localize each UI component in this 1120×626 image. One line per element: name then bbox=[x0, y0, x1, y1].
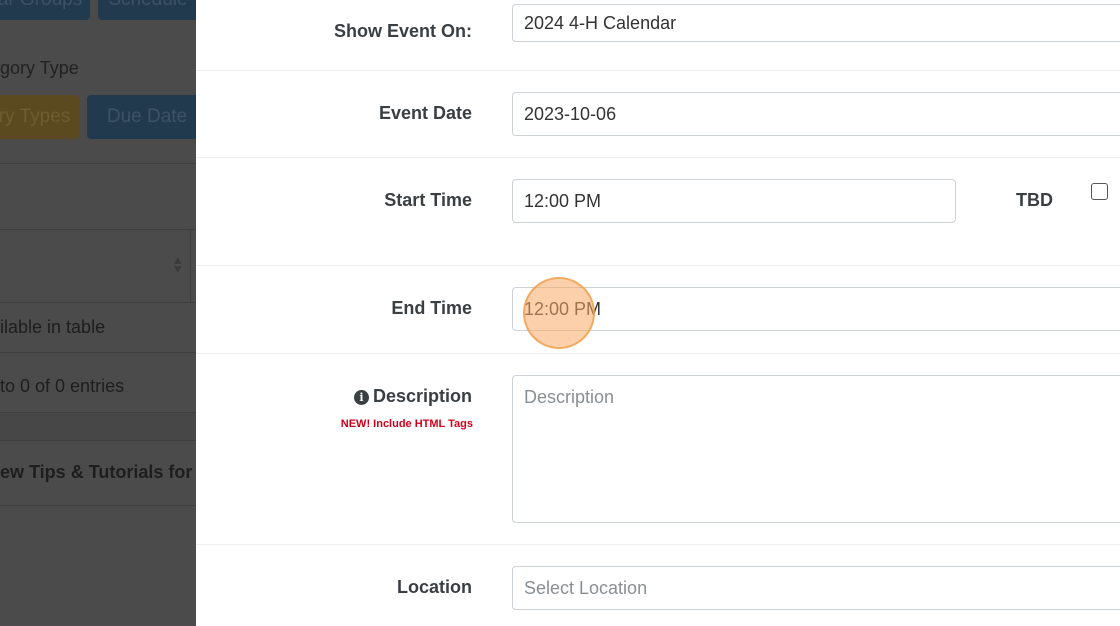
html-tags-note: NEW! Include HTML Tags bbox=[340, 418, 473, 430]
entries-info: to 0 of 0 entries bbox=[0, 376, 125, 396]
event-date-input[interactable]: 2023-10-06 bbox=[512, 92, 1120, 136]
location-label: Location bbox=[397, 577, 472, 597]
end-time-row: End Time 12:00 PM bbox=[196, 266, 1120, 354]
start-time-row: Start Time 12:00 PM TBD bbox=[196, 158, 1120, 266]
sort-icon: ▲ ▼ bbox=[172, 253, 184, 276]
info-icon: i bbox=[353, 390, 369, 405]
tbd-checkbox[interactable] bbox=[1091, 183, 1108, 200]
description-row: i Description Description bbox=[196, 354, 1120, 545]
start-time-input[interactable]: 12:00 PM bbox=[512, 179, 956, 223]
category-type-label: gory Type bbox=[0, 58, 79, 78]
end-time-input[interactable]: 12:00 PM bbox=[512, 287, 1120, 331]
tips-link: ew Tips & Tutorials for Ev bbox=[0, 462, 196, 482]
category-types-button: ry Types bbox=[0, 95, 79, 139]
event-date-row: Event Date 2023-10-06 bbox=[196, 71, 1120, 158]
show-event-on-label: Show Event On: bbox=[333, 21, 472, 41]
event-date-label: Event Date bbox=[378, 103, 472, 123]
event-form-panel: Show Event On: 2024 4-H Calendar Event D… bbox=[196, 0, 1120, 626]
dimmed-background-page: ar Groups Schedule gory Type ry Types Du… bbox=[0, 0, 196, 626]
schedule-button: Schedule bbox=[98, 0, 196, 20]
location-row: Location Select Location bbox=[196, 545, 1120, 626]
due-date-button: Due Date bbox=[87, 95, 196, 139]
show-event-on-row: Show Event On: 2024 4-H Calendar bbox=[196, 0, 1120, 71]
description-label: i Description bbox=[353, 386, 472, 407]
groups-button: ar Groups bbox=[0, 0, 90, 20]
description-textarea[interactable]: Description bbox=[512, 375, 1120, 523]
tbd-label: TBD bbox=[1016, 190, 1053, 210]
click-indicator bbox=[523, 277, 595, 349]
empty-table-text: ilable in table bbox=[0, 317, 106, 337]
location-select[interactable]: Select Location bbox=[512, 566, 1120, 610]
end-time-label: End Time bbox=[391, 298, 472, 318]
show-event-on-select[interactable]: 2024 4-H Calendar bbox=[512, 4, 1120, 42]
start-time-label: Start Time bbox=[384, 190, 472, 210]
